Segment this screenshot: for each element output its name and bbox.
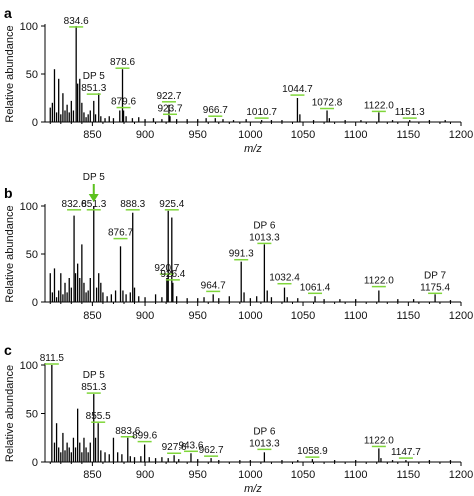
x-tick-label: 900	[136, 129, 154, 141]
x-tick-label: 950	[189, 469, 207, 481]
peak-label: 1151.3	[395, 107, 425, 118]
x-tick-label: 1150	[397, 310, 421, 322]
peak-label: 962.7	[199, 445, 224, 456]
y-axis-label: Relative abundance	[4, 365, 16, 462]
peak-label: 926.4	[160, 269, 185, 280]
peak-label: 1010.7	[246, 107, 277, 118]
peak-label: 1122.0	[364, 435, 394, 446]
x-tick-label: 950	[189, 310, 207, 322]
peak-label: 899.6	[132, 431, 157, 442]
y-tick-label: 0	[32, 457, 38, 469]
peak-label: 1147.7	[391, 447, 421, 458]
peak-label: 925.4	[159, 199, 184, 210]
x-tick-label: 1150	[397, 129, 421, 141]
peak-label: 1058.9	[297, 446, 328, 457]
dp-label: DP 5	[83, 71, 105, 82]
peak-label: 1072.8	[312, 98, 343, 109]
y-tick-label: 100	[20, 360, 38, 372]
x-tick-label: 1100	[344, 310, 368, 322]
peak-label: 1175.4	[420, 282, 450, 293]
peak-label: 1122.0	[364, 100, 394, 111]
peak-label: 851.3	[81, 83, 106, 94]
x-tick-label: 850	[83, 129, 101, 141]
peak-label: 879.6	[111, 97, 136, 108]
y-tick-label: 50	[26, 249, 38, 261]
x-tick-label: 1100	[344, 469, 368, 481]
peak-label: 878.6	[110, 57, 135, 68]
peak-label: 888.3	[120, 199, 145, 210]
peak-label: 923.7	[157, 103, 182, 114]
panel-a: a Relative abundance 0 50 100 850 900 950 1000 10…	[4, 5, 473, 155]
panel-b: b Relative abundance 0 50 100 850 900 950 1000 10…	[4, 172, 473, 322]
peak-label: 922.7	[156, 91, 181, 102]
x-tick-label: 1100	[344, 129, 368, 141]
y-axis-label: Relative abundance	[4, 25, 16, 122]
y-tick-label: 100	[20, 201, 38, 213]
peak-label: 964.7	[201, 280, 226, 291]
y-tick-label: 50	[26, 409, 38, 421]
x-axis-label: m/z	[244, 483, 262, 495]
x-tick-label: 1050	[291, 469, 315, 481]
x-tick-label: 1000	[238, 469, 262, 481]
x-tick-label: 1150	[397, 469, 421, 481]
peak-label: 1122.0	[364, 276, 394, 287]
x-tick-label: 900	[136, 310, 154, 322]
peak-label: 1032.4	[269, 273, 300, 284]
dp-label: DP 5	[83, 172, 105, 183]
peak-label: 927.6	[162, 442, 187, 453]
peak-label: 851.3	[81, 382, 106, 393]
y-axis-label: Relative abundance	[4, 205, 16, 302]
x-tick-label: 850	[83, 310, 101, 322]
x-tick-label: 950	[189, 129, 207, 141]
y-tick-label: 0	[32, 297, 38, 309]
x-tick-label: 850	[83, 469, 101, 481]
peak-label: 832.6	[62, 199, 87, 210]
x-axis-label: m/z	[244, 143, 262, 155]
dp-label: DP 6	[253, 220, 275, 231]
x-tick-label: 1200	[449, 310, 473, 322]
panel-letter: a	[4, 5, 12, 21]
peak-label: 943.6	[178, 440, 203, 451]
dp-label: DP 5	[83, 370, 105, 381]
x-tick-label: 900	[136, 469, 154, 481]
peak-label: 1044.7	[282, 84, 313, 95]
x-tick-label: 1000	[238, 310, 262, 322]
peak-label: 834.6	[64, 16, 89, 27]
peak-label: 876.7	[108, 228, 133, 239]
y-tick-label: 50	[26, 69, 38, 81]
peak-label: 1013.3	[249, 438, 280, 449]
arrow-head-icon	[88, 194, 99, 202]
peak-label: 811.5	[40, 353, 65, 364]
x-tick-label: 1200	[449, 129, 473, 141]
y-tick-label: 100	[20, 21, 38, 33]
peak-label: 991.3	[229, 249, 254, 260]
x-tick-label: 1050	[291, 129, 315, 141]
dp-label: DP 7	[424, 270, 446, 281]
x-tick-label: 1000	[238, 129, 262, 141]
panel-c: c Relative abundance 0 50 100 850 900 950 1000 10…	[4, 342, 473, 495]
dp-label: DP 6	[253, 426, 275, 437]
peak-label: 883.6	[115, 426, 140, 437]
peak-label: 851.3	[81, 199, 106, 210]
peak-label: 855.5	[86, 411, 111, 422]
x-tick-label: 1050	[291, 310, 315, 322]
y-tick-label: 0	[32, 117, 38, 129]
peak-label: 1013.3	[249, 232, 280, 243]
peak-label: 966.7	[203, 105, 228, 116]
peak-label: 1061.4	[300, 282, 331, 293]
panel-letter: b	[4, 185, 13, 201]
x-tick-label: 1200	[449, 469, 473, 481]
peak-label: 920.7	[154, 263, 179, 274]
panel-letter: c	[4, 342, 12, 358]
